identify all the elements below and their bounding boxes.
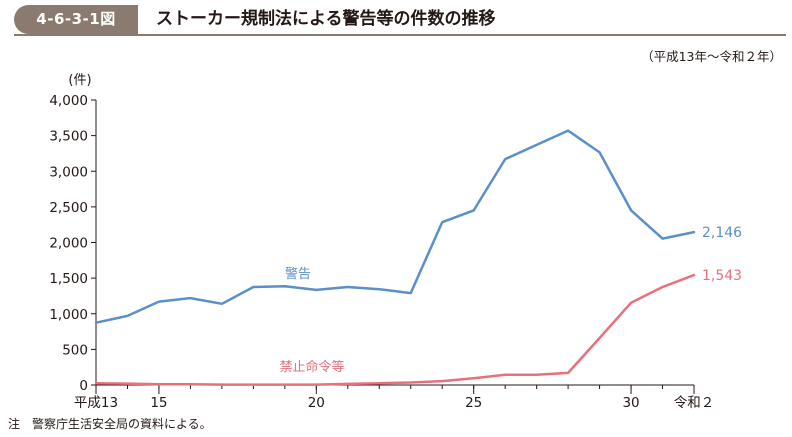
x-tick-label: 令和２ <box>674 395 715 411</box>
period-note: （平成13年～令和２年） <box>641 49 782 64</box>
figure-title: ストーカー規制法による警告等の件数の推移 <box>156 9 496 29</box>
y-axis-unit-label: (件) <box>68 73 91 88</box>
x-tick-label: 平成13 <box>74 395 118 411</box>
series-line-warning <box>94 129 696 324</box>
y-tick-label: 0 <box>79 378 88 394</box>
x-tick-label: 15 <box>150 395 167 411</box>
footnote: 注 警察庁生活安全局の資料による。 <box>8 417 212 431</box>
y-tick-label: 2,000 <box>49 236 88 252</box>
series-line-prohibition-order <box>94 273 696 386</box>
figure-number-badge: 4-6-3-1図 <box>14 5 138 34</box>
y-tick-label: 4,000 <box>49 93 88 109</box>
figure-header: 4-6-3-1図 ストーカー規制法による警告等の件数の推移 <box>0 0 792 36</box>
y-tick-label: 1,000 <box>49 307 88 323</box>
y-tick-label: 1,500 <box>49 271 88 287</box>
y-tick-label: 3,000 <box>49 164 88 180</box>
end-value-label-warning: 2,146 <box>702 225 742 241</box>
series-label-prohibition-order: 禁止命令等 <box>279 359 344 375</box>
end-value-label-prohibition-order: 1,543 <box>702 268 742 284</box>
x-tick-label: 20 <box>308 395 325 411</box>
y-tick-label: 3,500 <box>49 129 88 145</box>
y-tick-label: 500 <box>62 342 88 358</box>
series-label-warning: 警告 <box>285 266 311 282</box>
y-tick-label: 2,500 <box>49 200 88 216</box>
x-tick-label: 30 <box>622 395 639 411</box>
x-tick-label: 25 <box>465 395 482 411</box>
header-rule <box>14 34 786 36</box>
